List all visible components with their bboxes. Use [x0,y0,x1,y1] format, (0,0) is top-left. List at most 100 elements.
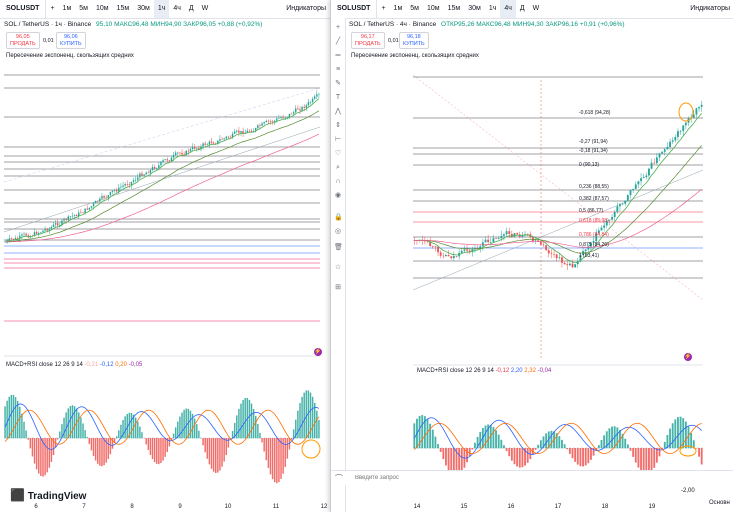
macd-histogram-bar [94,438,97,461]
brush-icon[interactable]: ✎ [335,80,341,87]
ema-slow-line [5,133,320,243]
macd-histogram-bar [318,419,320,439]
macd-histogram-bar [280,438,282,479]
symbol-search-button[interactable]: SOLUSDT [0,0,47,18]
candle-body [571,263,574,268]
candle-body [442,255,445,257]
macd-histogram-bar [259,432,261,439]
candle-body [12,238,15,240]
candle-body [40,232,42,233]
flash-icon[interactable]: ⚡ [684,353,692,361]
macd-histogram-bar [590,448,592,460]
macd-histogram-bar [603,435,606,449]
macd-histogram-bar [468,448,471,457]
sell-button[interactable]: 96,05 ПРОДАТЬ [6,32,40,49]
interval-1h[interactable]: 1ч [153,0,170,18]
candle-body [545,245,548,251]
interval-w[interactable]: W [201,5,209,12]
candle-body [67,216,69,221]
candle-body [492,238,495,243]
macd-histogram-bar [313,402,316,439]
indicators-button[interactable]: Индикаторы [690,5,730,12]
interval-1m[interactable]: 1м [393,5,403,12]
interval-w[interactable]: W [532,5,540,12]
macd-histogram-bar [115,436,118,439]
x-axis-tick-label: 15 [461,504,468,510]
candle-body [666,147,669,150]
macd-histogram-bar [518,448,521,468]
compare-plus-button[interactable]: + [50,5,55,12]
macd-histogram-bar [105,438,107,463]
macd-histogram-bar [690,432,693,449]
trendline-icon[interactable]: ╱ [335,38,341,45]
pattern-icon[interactable]: ⋀ [335,108,341,115]
candle-body [48,228,51,231]
lock-icon[interactable]: 🔒 [334,214,343,221]
candle-body [23,233,25,235]
trash-icon[interactable]: 🗑 [334,244,343,251]
visibility-icon[interactable]: ◎ [334,228,342,235]
sell-label: ПРОДАТЬ [355,40,381,47]
macd-histogram-bar [158,438,160,465]
interval-1m[interactable]: 1м [62,5,72,12]
interval-4h[interactable]: 4ч [173,5,181,12]
buy-button[interactable]: 96,18 КУПИТЬ [399,32,429,49]
interval-5m[interactable]: 5м [79,5,88,12]
candle-body [584,249,587,252]
interval-10m[interactable]: 10м [426,5,440,12]
flash-icon[interactable]: ⚡ [314,348,322,356]
buy-label: КУПИТЬ [403,40,425,47]
macd-histogram-bar [29,438,32,449]
candle-body [692,114,695,118]
interval-15m[interactable]: 15м [116,5,130,12]
indicators-button[interactable]: Индикаторы [286,5,326,12]
macd-histogram-bar [587,448,590,464]
favorites-icon[interactable]: ☆ [334,264,342,271]
interval-d[interactable]: Д [519,5,525,12]
measure-icon[interactable]: ⇕ [335,122,341,129]
candle-body [118,187,120,192]
eye-icon[interactable]: ◉ [334,192,342,199]
candle-body [532,237,534,241]
highlight-circle [678,102,694,122]
magnet-icon[interactable]: ∩ [335,178,341,185]
candle-body [99,198,101,202]
crosshair-icon[interactable]: + [335,24,341,31]
sell-button[interactable]: 96,17 ПРОДАТЬ [351,32,385,49]
candle-body [597,230,600,234]
macd-histogram-bar [35,438,38,470]
fib-level-label: 0,5 (86,77) [579,208,604,214]
candle-body [555,254,558,259]
fib-icon[interactable]: ≡ [335,66,341,73]
interval-d[interactable]: Д [188,5,194,12]
horizontal-line-icon[interactable]: ═ [335,52,341,59]
interval-4h[interactable]: 4ч [500,0,516,18]
macd-histogram-bar [413,423,416,449]
candle-body [44,229,46,231]
macd-histogram-bar [692,440,695,449]
ruler-icon[interactable]: ⊢ [334,136,342,143]
trend-line [412,74,704,301]
search-input[interactable] [353,472,457,483]
candle-body [661,151,664,154]
interval-10m[interactable]: 10м [95,5,109,12]
symbol-search-button[interactable]: SOLUSDT [331,0,378,18]
macd-histogram-bar [88,438,91,445]
candle-body [172,155,175,158]
interval-5m[interactable]: 5м [410,5,419,12]
heart-icon[interactable]: ♡ [334,150,342,157]
candle-body [484,239,487,243]
candle-body [505,231,508,235]
interval-30m[interactable]: 30м [137,5,150,12]
zoom-icon[interactable]: ⌕ [336,164,340,171]
collapse-icon[interactable]: ⌒ [335,474,343,483]
fib-level-label: 1 (83,41) [579,253,599,259]
text-icon[interactable]: T [335,94,341,101]
interval-1h[interactable]: 1ч [488,5,497,12]
compare-plus-button[interactable]: + [381,5,386,12]
buy-button[interactable]: 96,06 КУПИТЬ [56,32,86,49]
object-tree-icon[interactable]: ⊞ [335,284,341,291]
interval-30m[interactable]: 30м [468,5,481,12]
macd-histogram-bar [122,420,124,439]
interval-15m[interactable]: 15м [447,5,461,12]
